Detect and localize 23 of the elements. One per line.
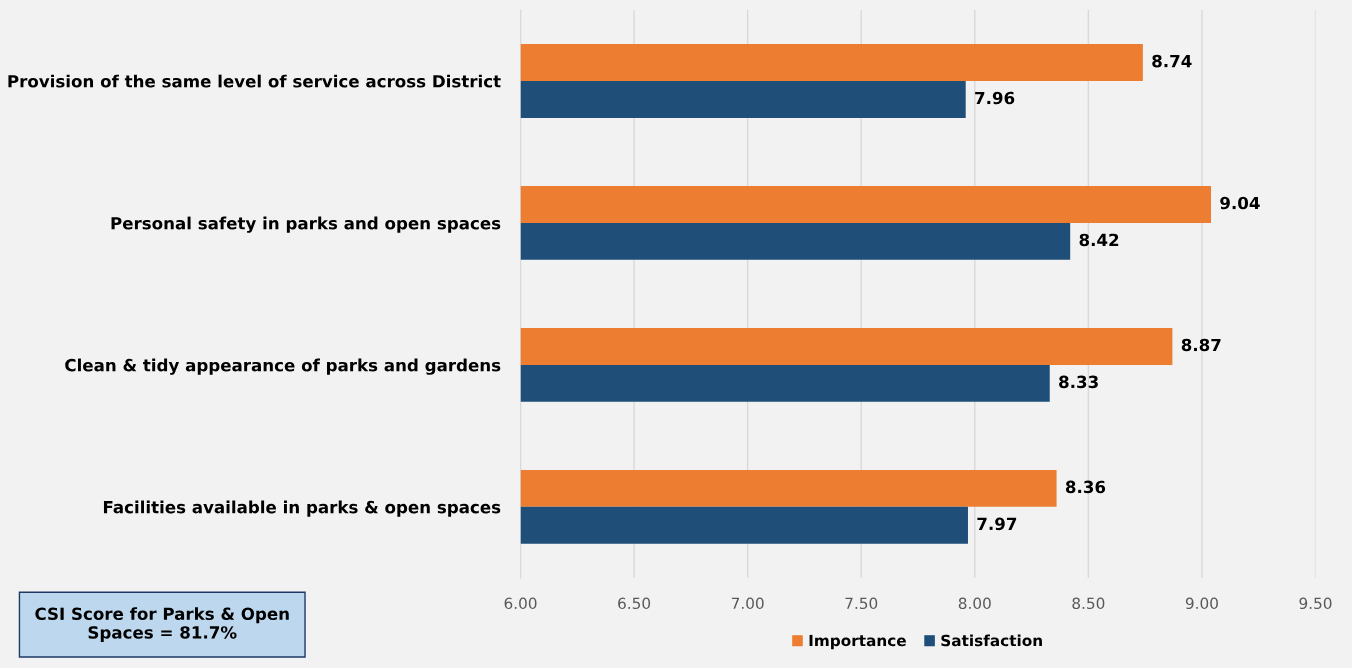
x-tick-label: 7.00: [731, 597, 764, 610]
data-label: 7.97: [977, 517, 1017, 531]
y-tick-label: Provision of the same level of service across District: [8, 74, 501, 88]
x-tick-label: 9.00: [1185, 597, 1218, 610]
data-label: 8.42: [1079, 233, 1119, 247]
x-tick-label: 8.00: [958, 597, 991, 610]
data-label: 8.87: [1181, 338, 1221, 352]
x-tick-label: 6.50: [618, 597, 651, 610]
y-tick-label: Clean & tidy appearance of parks and gardens: [65, 358, 501, 375]
data-label: 9.04: [1220, 196, 1260, 210]
x-tick-label: 7.50: [845, 597, 878, 610]
legend-label: Satisfaction: [941, 634, 1042, 647]
legend-label: Importance: [809, 634, 906, 650]
data-label: 8.36: [1065, 480, 1106, 494]
x-tick-label: 9.50: [1299, 597, 1332, 610]
text: CSI Score for Parks & Open Spaces = 81.7%: [35, 607, 289, 642]
x-tick-label: 6.00: [504, 597, 537, 610]
data-label: 8.33: [1059, 375, 1098, 389]
data-label: 7.96: [975, 91, 1015, 105]
data-label: 8.74: [1152, 54, 1192, 68]
y-tick-label: Personal safety in parks and open spaces: [111, 216, 501, 233]
x-tick-label: 8.50: [1072, 597, 1105, 610]
y-tick-label: Facilities available in parks & open spaces: [103, 500, 501, 517]
